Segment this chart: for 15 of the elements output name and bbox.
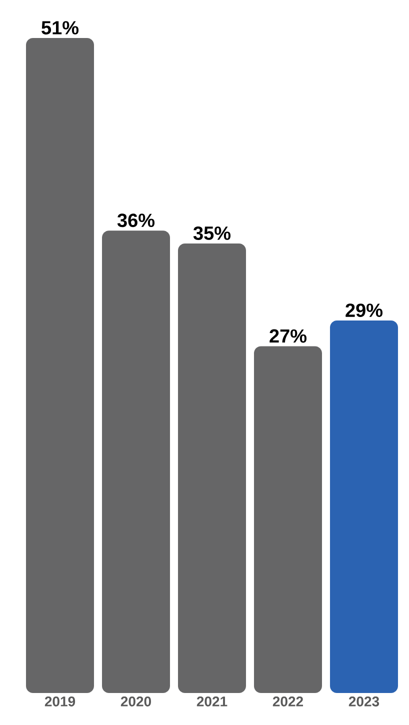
x-tick-label: 2019 bbox=[44, 696, 76, 706]
x-tick-label: 2021 bbox=[196, 696, 228, 706]
data-label: 29% bbox=[346, 304, 382, 318]
bar bbox=[178, 243, 246, 693]
bar bbox=[26, 38, 94, 693]
x-tick-label: 2023 bbox=[348, 696, 380, 706]
x-tick-label: 2020 bbox=[120, 696, 151, 706]
bar bbox=[102, 230, 170, 693]
x-tick-label: 2022 bbox=[272, 696, 303, 706]
bar bbox=[330, 320, 398, 693]
data-label: 36% bbox=[117, 214, 154, 228]
data-label: 51% bbox=[42, 21, 78, 34]
data-label: 27% bbox=[270, 329, 306, 343]
data-label: 35% bbox=[193, 226, 230, 240]
bar bbox=[254, 346, 322, 693]
